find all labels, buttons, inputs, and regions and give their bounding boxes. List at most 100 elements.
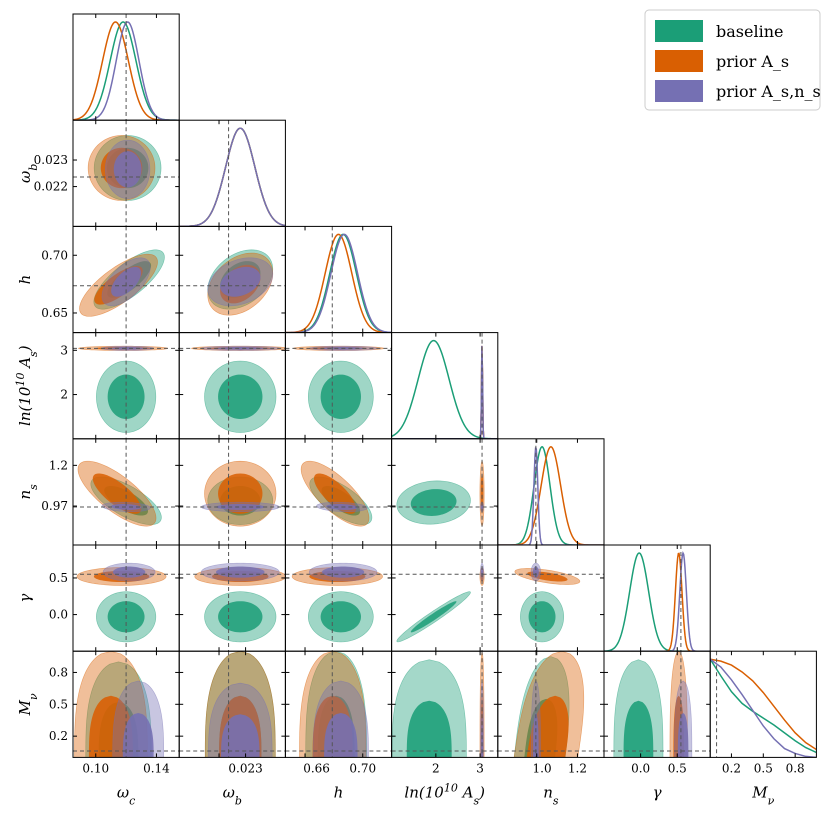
- marginal-curve-prior-as-ns: [604, 550, 711, 652]
- x-tick-label-ln10as: 3: [476, 761, 484, 775]
- panel-frame: [178, 119, 286, 227]
- contour-inner-prior-as-ns: [532, 566, 539, 578]
- contour-panel-omega-c-vs-h: [79, 249, 165, 317]
- contour-inner-prior-as: [92, 473, 142, 514]
- contour-inner-baseline: [410, 601, 457, 633]
- contour-panel-omega-c-vs-gamma: [76, 562, 167, 643]
- marginal-curve-prior-as: [710, 658, 817, 751]
- x-axis-label-ln10as: ln(1010 As): [404, 781, 485, 807]
- contour-inner-prior-as-ns: [220, 266, 261, 297]
- contour-panel-ln10as-vs-n-s: [396, 460, 485, 527]
- contour-inner-baseline: [406, 700, 452, 758]
- x-axis-label-h: h: [334, 783, 344, 801]
- contour-inner-prior-as-ns: [481, 503, 484, 510]
- legend-label-prior-as: prior A_s: [716, 52, 789, 71]
- x-tick-label-ln10as: 2: [432, 761, 440, 775]
- marginal-curve-baseline: [710, 658, 817, 754]
- x-tick-label-omega-c: 0.14: [143, 761, 170, 775]
- x-tick-label-n-s: 1.0: [533, 761, 552, 775]
- contour-inner-prior-as-ns: [216, 566, 265, 578]
- y-tick-label-gamma: 0.5: [49, 571, 68, 585]
- y-tick-label-ln10as: 2: [60, 388, 68, 402]
- marginal-curve-prior-as-ns: [710, 658, 817, 758]
- y-axis-label-gamma: γ: [16, 594, 34, 603]
- x-axis-label-m-nu: Mν: [751, 783, 774, 807]
- contour-panel-h-vs-ln10as: [292, 345, 385, 433]
- contour-inner-baseline: [218, 601, 263, 633]
- marginal-curve-baseline: [497, 446, 604, 545]
- x-tick-label-h: 0.70: [349, 761, 376, 775]
- contour-inner-prior-as-ns: [322, 566, 365, 578]
- contour-inner-prior-as-ns: [113, 151, 142, 188]
- contour-panel-n-s-vs-m-nu: [513, 651, 585, 758]
- contour-inner-prior-as-ns: [221, 714, 260, 758]
- contour-panel-h-vs-m-nu: [299, 651, 369, 758]
- x-axis-label-gamma: γ: [653, 783, 662, 801]
- contour-inner-baseline: [410, 489, 457, 516]
- contour-inner-prior-as: [88, 695, 133, 758]
- contour-inner-prior-as: [313, 473, 357, 514]
- contour-panel-omega-b-vs-h: [207, 249, 274, 316]
- x-tick-label-m-nu: 0.5: [754, 761, 773, 775]
- x-axis-label-n-s: ns: [543, 783, 559, 807]
- marginal-m-nu: [710, 658, 817, 758]
- contour-panel-omega-b-vs-m-nu: [204, 651, 276, 758]
- contour-inner-prior-as-ns: [122, 713, 154, 758]
- x-axis-label-omega-b: ωb: [223, 783, 242, 807]
- y-tick-label-h: 0.65: [41, 306, 68, 320]
- contour-panel-h-vs-gamma: [291, 562, 383, 643]
- contour-panel-omega-c-vs-omega-b: [87, 135, 162, 201]
- contour-panel-n-s-vs-gamma: [514, 562, 581, 643]
- x-tick-label-omega-c: 0.10: [82, 761, 109, 775]
- marginal-curve-prior-as: [285, 233, 392, 333]
- contour-inner-prior-as-ns: [481, 566, 484, 578]
- y-tick-label-n-s: 1.2: [49, 458, 68, 472]
- y-tick-label-gamma: 0.0: [49, 608, 68, 622]
- legend-swatch-prior-as: [655, 50, 703, 72]
- x-axis-label-omega-c: ωc: [117, 783, 135, 807]
- marginal-n-s: [497, 446, 604, 545]
- marginal-omega-b: [179, 127, 286, 227]
- contour-inner-prior-as: [480, 473, 484, 514]
- contour-inner-prior-as-ns: [111, 266, 142, 297]
- x-tick-label-omega-b: 0.023: [228, 761, 262, 775]
- contour-inner-prior-as-ns: [111, 347, 144, 350]
- y-axis-label-m-nu: Mν: [16, 693, 40, 716]
- marginal-curve-prior-as-ns: [285, 233, 392, 333]
- marginal-gamma: [604, 550, 711, 652]
- contour-inner-baseline: [528, 601, 556, 633]
- contour-panel-ln10as-vs-gamma: [396, 562, 485, 643]
- x-tick-label-gamma: 0.0: [631, 761, 650, 775]
- y-tick-label-omega-b: 0.023: [34, 153, 68, 167]
- y-tick-label-m-nu: 0.5: [49, 697, 68, 711]
- contour-inner-baseline: [623, 700, 654, 758]
- x-tick-label-n-s: 1.2: [568, 761, 587, 775]
- marginal-curve-baseline: [285, 233, 392, 333]
- legend-swatch-prior-as-ns: [655, 80, 703, 102]
- contour-inner-prior-as-ns: [112, 566, 146, 578]
- panels-layer: 0.10 0.14 0.023 0.66 0.70 2 3 1.0 1.2 0.0 0.5 0.2 0.…: [14, 13, 817, 807]
- contour-inner-baseline: [320, 601, 361, 633]
- contour-panel-omega-c-vs-m-nu: [74, 651, 165, 758]
- y-tick-label-m-nu: 0.8: [49, 665, 68, 679]
- contour-panel-ln10as-vs-m-nu: [391, 651, 485, 758]
- y-tick-label-h: 0.70: [41, 248, 68, 262]
- contour-panel-omega-b-vs-ln10as: [191, 345, 286, 433]
- contour-panel-omega-b-vs-n-s: [200, 460, 280, 527]
- contour-inner-baseline: [218, 374, 263, 419]
- legend-swatch-baseline: [655, 20, 703, 42]
- contour-panel-omega-c-vs-n-s: [77, 460, 162, 527]
- contour-panel-omega-c-vs-ln10as: [78, 345, 169, 433]
- contour-panel-gamma-vs-m-nu: [613, 651, 693, 758]
- legend: baseline prior A_s prior A_s,n_s: [644, 9, 821, 111]
- contour-inner-baseline: [320, 374, 361, 419]
- contour-inner-prior-as: [218, 473, 263, 514]
- contour-panel-omega-b-vs-gamma: [194, 562, 286, 643]
- x-tick-label-h: 0.66: [303, 761, 330, 775]
- y-axis-label-omega-b: ωb: [16, 164, 40, 183]
- legend-label-prior-as-ns: prior A_s,n_s: [716, 82, 821, 101]
- x-tick-label-gamma: 0.5: [668, 761, 687, 775]
- x-tick-label-m-nu: 0.2: [722, 761, 741, 775]
- legend-label-baseline: baseline: [716, 22, 783, 41]
